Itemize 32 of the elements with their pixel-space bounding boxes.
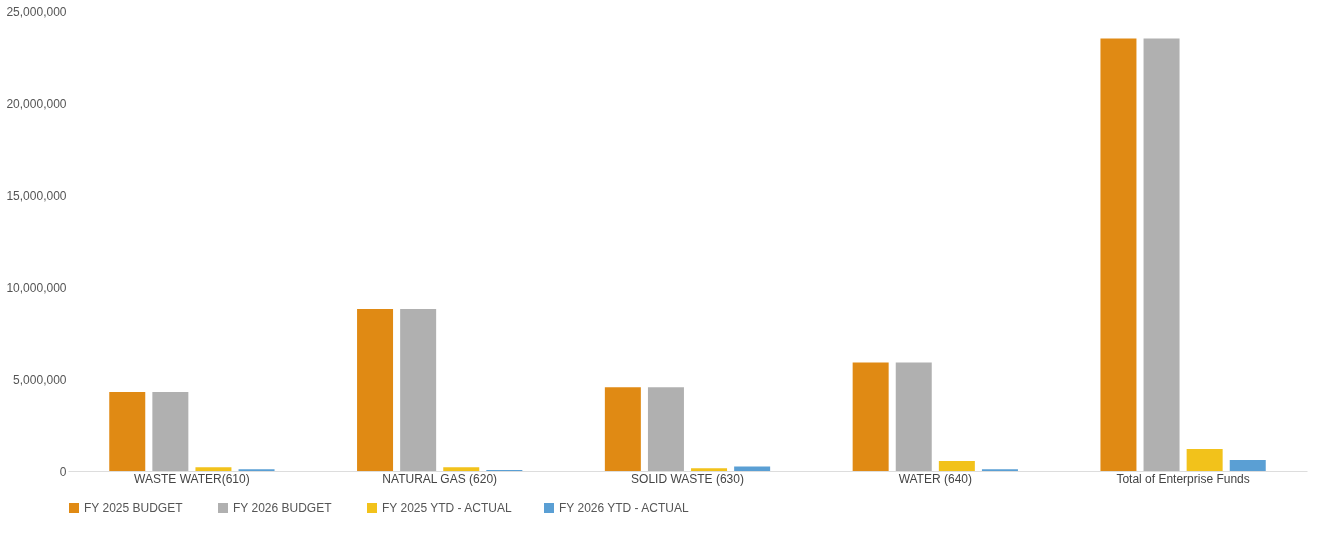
y-tick-label: 15,000,000 — [6, 188, 67, 203]
bar — [1229, 459, 1266, 471]
y-tick-label: 25,000,000 — [6, 4, 67, 19]
x-tick-label: Total of Enterprise Funds — [1116, 471, 1250, 486]
bar — [895, 362, 932, 471]
bar — [195, 467, 232, 471]
bar — [604, 387, 641, 471]
legend-label: FY 2025 YTD - ACTUAL — [382, 501, 512, 515]
bar — [852, 362, 889, 471]
bar — [1100, 38, 1137, 471]
bar — [357, 309, 394, 471]
bar — [691, 468, 728, 471]
y-tick-label: 5,000,000 — [13, 372, 67, 387]
bar — [400, 309, 437, 471]
bar — [1186, 448, 1223, 471]
bar — [109, 391, 146, 471]
bar — [1143, 38, 1180, 471]
legend-label: FY 2026 YTD - ACTUAL — [559, 501, 689, 515]
bar — [152, 391, 189, 471]
bar — [938, 460, 975, 471]
x-tick-label: NATURAL GAS (620) — [382, 471, 498, 486]
bar — [647, 387, 684, 471]
x-tick-label: SOLID WASTE (630) — [631, 471, 744, 486]
y-tick-label: 10,000,000 — [6, 280, 67, 295]
y-tick-label: 20,000,000 — [6, 96, 67, 111]
legend-label: FY 2025 BUDGET — [84, 501, 184, 515]
y-tick-label: 0 — [59, 464, 67, 479]
bar — [734, 466, 771, 471]
legend-label: FY 2026 BUDGET — [233, 501, 333, 515]
x-tick-label: WASTE WATER(610) — [134, 471, 250, 486]
x-tick-label: WATER (640) — [898, 471, 972, 486]
bar — [443, 467, 480, 471]
